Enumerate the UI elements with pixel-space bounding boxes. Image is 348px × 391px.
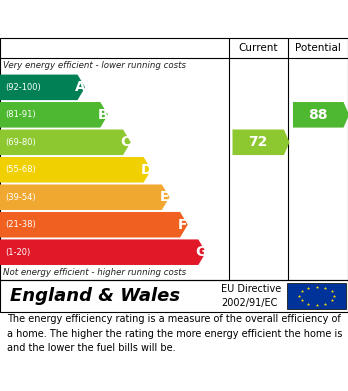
Text: (1-20): (1-20) bbox=[5, 248, 31, 257]
Text: E: E bbox=[160, 190, 169, 204]
Text: Not energy efficient - higher running costs: Not energy efficient - higher running co… bbox=[3, 269, 186, 278]
Polygon shape bbox=[0, 102, 108, 127]
Polygon shape bbox=[232, 129, 290, 155]
Text: Energy Efficiency Rating: Energy Efficiency Rating bbox=[10, 12, 232, 27]
Polygon shape bbox=[0, 157, 151, 183]
Text: (55-68): (55-68) bbox=[5, 165, 36, 174]
Text: Potential: Potential bbox=[295, 43, 341, 53]
Text: Very energy efficient - lower running costs: Very energy efficient - lower running co… bbox=[3, 61, 186, 70]
Text: Current: Current bbox=[238, 43, 278, 53]
Polygon shape bbox=[0, 185, 169, 210]
Text: The energy efficiency rating is a measure of the overall efficiency of a home. T: The energy efficiency rating is a measur… bbox=[7, 314, 342, 353]
Text: EU Directive
2002/91/EC: EU Directive 2002/91/EC bbox=[221, 284, 281, 308]
Text: 72: 72 bbox=[248, 135, 268, 149]
Text: C: C bbox=[121, 135, 131, 149]
Text: A: A bbox=[75, 80, 86, 94]
Text: (92-100): (92-100) bbox=[5, 83, 41, 92]
Bar bbox=[287, 283, 346, 309]
Polygon shape bbox=[293, 102, 348, 127]
Text: G: G bbox=[196, 245, 207, 259]
Text: (39-54): (39-54) bbox=[5, 193, 36, 202]
Text: 88: 88 bbox=[308, 108, 328, 122]
Polygon shape bbox=[0, 212, 188, 237]
Text: B: B bbox=[98, 108, 108, 122]
Polygon shape bbox=[0, 239, 206, 265]
Text: (21-38): (21-38) bbox=[5, 220, 36, 229]
Text: F: F bbox=[178, 218, 188, 232]
Text: (69-80): (69-80) bbox=[5, 138, 36, 147]
Polygon shape bbox=[0, 75, 85, 100]
Polygon shape bbox=[0, 129, 131, 155]
Text: England & Wales: England & Wales bbox=[10, 287, 181, 305]
Text: (81-91): (81-91) bbox=[5, 110, 36, 119]
Text: D: D bbox=[141, 163, 152, 177]
